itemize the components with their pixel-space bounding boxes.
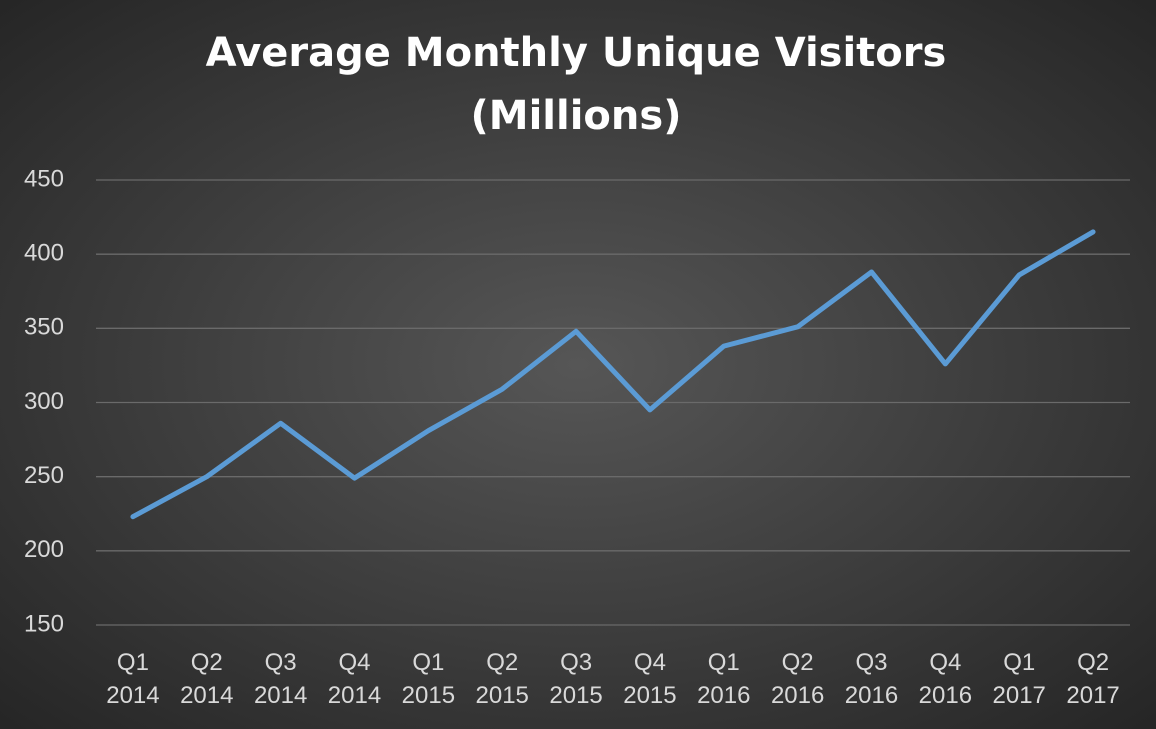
y-tick-label: 400 [24, 240, 64, 267]
x-tick-label: Q4 2016 [919, 649, 972, 709]
chart-title: (Millions) [471, 93, 682, 139]
x-tick-label: Q1 2014 [106, 649, 159, 709]
line-series [130, 229, 1096, 520]
x-tick-label: Q2 2016 [771, 649, 824, 709]
x-tick-label: Q4 2014 [328, 649, 381, 709]
y-tick-label: 350 [24, 314, 64, 341]
x-tick-label: Q1 2016 [697, 649, 750, 709]
y-tick-label: 250 [24, 462, 64, 489]
x-tick-label: Q1 2017 [993, 649, 1046, 709]
y-tick-label: 150 [24, 610, 64, 637]
x-tick-label: Q3 2015 [549, 649, 602, 709]
y-tick-label: 450 [24, 165, 64, 192]
x-tick-label: Q3 2014 [254, 649, 307, 709]
y-tick-label: 200 [24, 536, 64, 563]
x-tick-label: Q2 2014 [180, 649, 233, 709]
chart-title: Average Monthly Unique Visitors [206, 30, 947, 76]
x-tick-label: Q4 2015 [623, 649, 676, 709]
y-tick-label: 300 [24, 388, 64, 415]
x-tick-label: Q1 2015 [402, 649, 455, 709]
x-tick-label: Q2 2015 [476, 649, 529, 709]
x-tick-label: Q3 2016 [845, 649, 898, 709]
x-tick-label: Q2 2017 [1066, 649, 1119, 709]
